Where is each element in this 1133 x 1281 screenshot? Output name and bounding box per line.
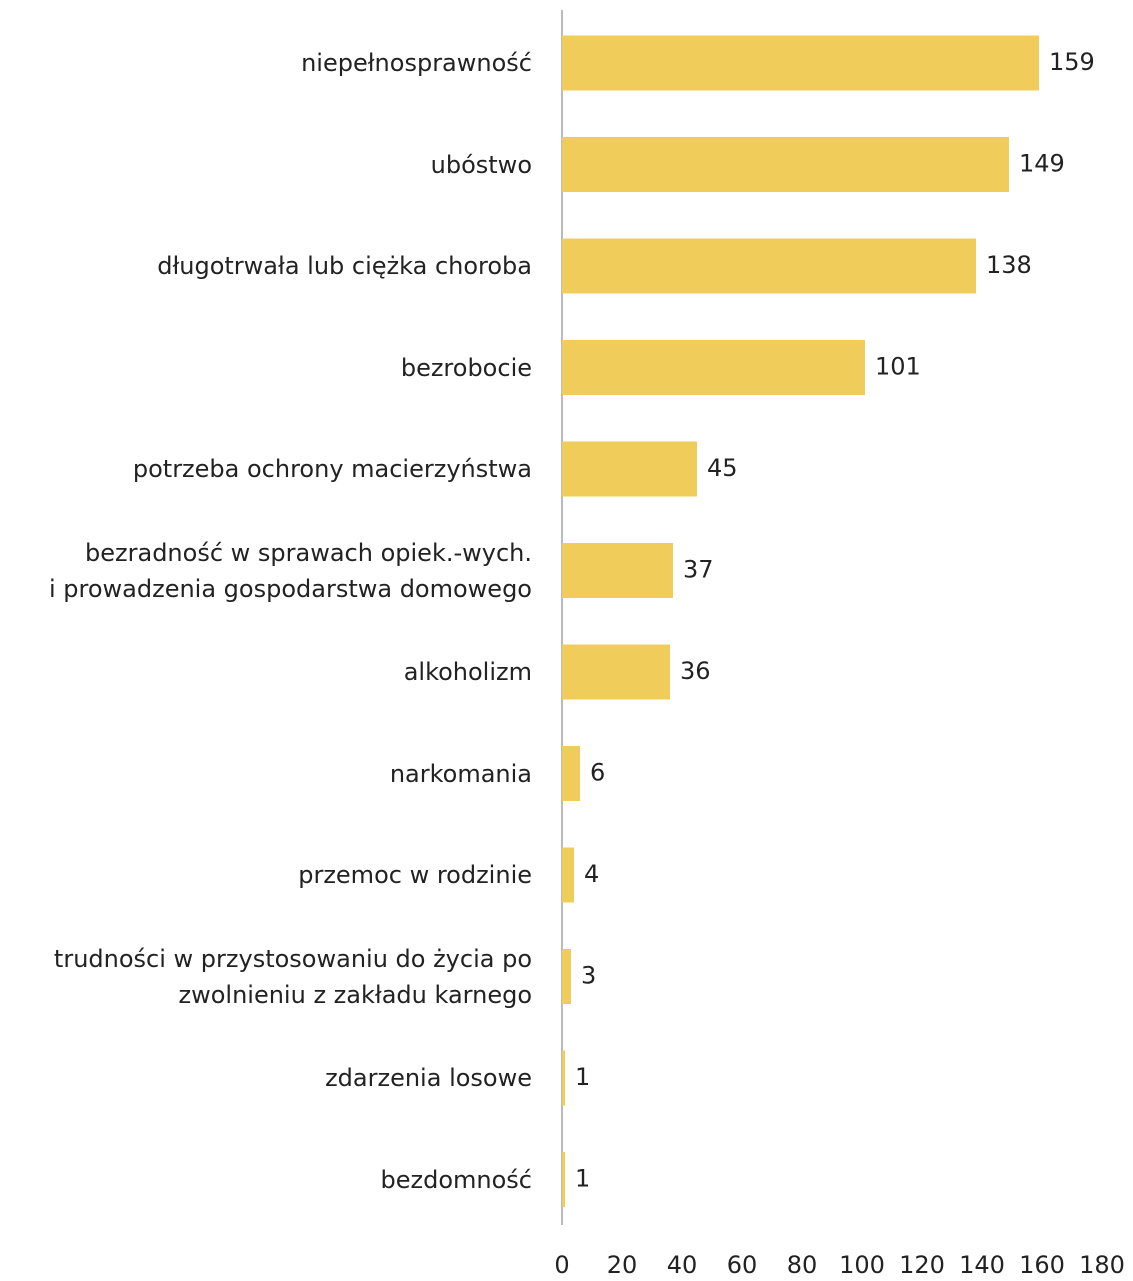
value-label: 36 — [680, 657, 711, 685]
x-tick-label: 140 — [959, 1251, 1005, 1279]
y-tick-label: bezrobocie — [400, 353, 532, 382]
x-tick-label: 60 — [727, 1251, 758, 1279]
bar — [562, 644, 670, 700]
y-tick-label: bezdomność — [380, 1165, 533, 1194]
value-label: 6 — [590, 759, 605, 787]
value-label: 101 — [875, 353, 921, 381]
value-label: 45 — [707, 454, 738, 482]
value-label: 149 — [1019, 150, 1065, 178]
bar — [562, 1152, 565, 1207]
y-tick-label: ubóstwo — [430, 150, 532, 179]
bar — [562, 340, 865, 395]
value-label: 3 — [581, 962, 596, 990]
x-tick-label: 160 — [1019, 1251, 1065, 1279]
x-tick-label: 80 — [787, 1251, 818, 1279]
y-tick-label: długotrwała lub ciężka choroba — [157, 252, 532, 280]
x-tick-label: 40 — [667, 1251, 698, 1279]
x-tick-label: 120 — [899, 1251, 945, 1279]
bar — [562, 746, 580, 801]
x-tick-label: 180 — [1079, 1251, 1125, 1279]
y-tick-label: alkoholizm — [403, 658, 532, 686]
y-tick-label: zdarzenia losowe — [325, 1064, 532, 1092]
value-label: 159 — [1049, 48, 1095, 76]
bar — [562, 949, 571, 1004]
y-tick-label: trudności w przystosowaniu do życia po z… — [53, 944, 532, 1009]
y-tick-label: potrzeba ochrony macierzyństwa — [132, 455, 532, 483]
bar — [562, 543, 673, 598]
x-tick-label: 20 — [607, 1251, 638, 1279]
bar — [562, 35, 1039, 91]
value-label: 138 — [986, 251, 1032, 279]
x-tick-label: 0 — [554, 1251, 569, 1279]
bar — [562, 441, 697, 497]
y-tick-label: bezradność w sprawach opiek.-wych. i pro… — [48, 538, 532, 603]
x-tick-label: 100 — [839, 1251, 885, 1279]
value-label: 4 — [584, 860, 599, 888]
value-label: 1 — [575, 1063, 590, 1091]
y-tick-label: niepełnosprawność — [301, 49, 532, 77]
value-label: 37 — [683, 556, 714, 584]
y-tick-label: przemoc w rodzinie — [298, 861, 532, 889]
value-label: 1 — [575, 1165, 590, 1193]
bar — [562, 1050, 565, 1106]
bar — [562, 137, 1009, 192]
y-tick-label: narkomania — [389, 759, 532, 788]
bar — [562, 238, 976, 294]
bar — [562, 847, 574, 903]
